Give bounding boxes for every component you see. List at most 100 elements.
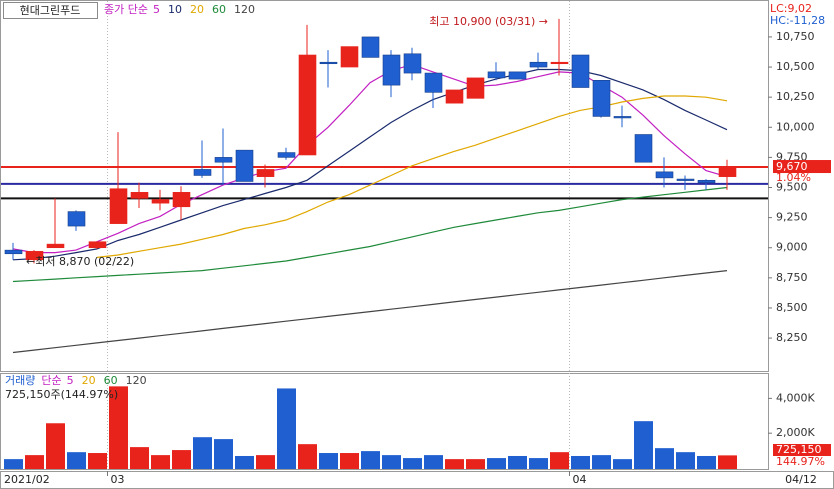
volume-legend-entry: 20 [82,374,96,387]
stock-name: 현대그린푸드 [20,4,81,17]
y-tick-label: 8,250 [776,331,808,344]
legend-prefix: 종가 단순 [104,3,148,16]
candle-body [25,251,44,261]
time-axis [0,471,834,489]
price-label: 9,670 [776,160,808,173]
y-tick-label: 10,250 [776,90,815,103]
ma-line [12,270,728,354]
candle-body [592,79,611,117]
volume-bar [340,453,359,469]
volume-bar [403,458,422,469]
volume-bar [718,455,737,469]
candle-body [67,211,86,227]
volume-legend-entry: 5 [67,374,74,387]
candle-body [109,188,128,224]
x-tick-label: 04/12 [785,473,817,486]
candle-body [214,157,233,163]
candle-body [613,116,632,119]
volume-bar [67,452,86,469]
x-tick-label: 04 [573,473,587,486]
legend-entry: 60 [212,3,226,16]
volume-bar [46,423,65,469]
volume-bar [550,452,569,469]
ma-line [12,186,728,283]
candle-body [235,149,254,182]
x-tick-label: 03 [111,473,125,486]
candle-body [424,72,443,93]
volume-legend-entry: 60 [104,374,118,387]
hc-label: HC:-11,28 [770,14,825,27]
volume-bar [634,421,653,469]
candle-body [151,199,170,204]
candle-body [634,134,653,163]
volume-summary: 725,150주(144.97%) [5,388,118,401]
candle-body [697,179,716,183]
candle-body [4,249,23,255]
candle-body [277,152,296,158]
candle-body [403,53,422,74]
candle-body [193,169,212,176]
volume-bar [424,455,443,469]
volume-title: 거래량 [5,374,35,387]
stock-name-box [3,2,98,19]
volume-bar [508,455,527,469]
candle-body [256,169,275,177]
volume-bar [655,448,674,469]
y-tick-label: 2,000K [776,426,815,439]
x-tick-label: 2021/02 [4,473,50,486]
candle-body [298,54,317,156]
y-tick-label: 10,000 [776,120,815,133]
legend-entry: 120 [234,3,255,16]
volume-bar [214,439,233,469]
volume-bar [88,453,107,469]
volume-bar [277,388,296,469]
volume-bar [256,455,275,469]
high-annotation: 최고 10,900 (03/31) → [429,15,548,28]
volume-bar [592,455,611,469]
candle-body [361,36,380,58]
volume-bar [25,455,44,469]
y-tick-label: 8,500 [776,301,808,314]
volume-bar [109,386,128,469]
volume-legend-entry: 120 [126,374,147,387]
lc-label: LC:9,02 [770,2,812,15]
ma-line [12,68,728,261]
candle-body [445,89,464,104]
y-tick-label: 10,750 [776,30,815,43]
legend-entry: 5 [153,3,160,16]
low-annotation: ←최저 8,870 (02/22) [26,255,134,268]
volume-bar [466,459,485,469]
candle-body [571,54,590,88]
volume-label-box [773,444,831,456]
y-tick-label: 9,250 [776,211,808,224]
volume-bar [487,458,506,469]
candle-body [487,71,506,79]
volume-bar [298,444,317,469]
candle-body [655,171,674,179]
candle-body [718,166,737,177]
change-label: 1.04% [776,171,811,184]
volume-bar [172,450,191,469]
candle-body [88,241,107,249]
volume-bar [676,452,695,469]
candle-body [466,77,485,99]
y-tick-label: 9,000 [776,241,808,254]
legend-entry: 10 [168,3,182,16]
volume-bar [361,451,380,469]
volume-last-label: 725,150 [776,443,822,456]
volume-bar [613,459,632,469]
candle-body [676,178,695,181]
candle-body [550,61,569,65]
volume-bar [445,459,464,469]
ma-line [96,95,728,258]
volume-bar [697,455,716,469]
volume-bar [382,455,401,469]
volume-bar [319,453,338,469]
candle-body [130,192,149,199]
legend-entry: 20 [190,3,204,16]
volume-last-ratio: 144.97% [776,455,825,468]
volume-bar [151,455,170,469]
candle-body [382,54,401,86]
volume-bar [193,437,212,469]
